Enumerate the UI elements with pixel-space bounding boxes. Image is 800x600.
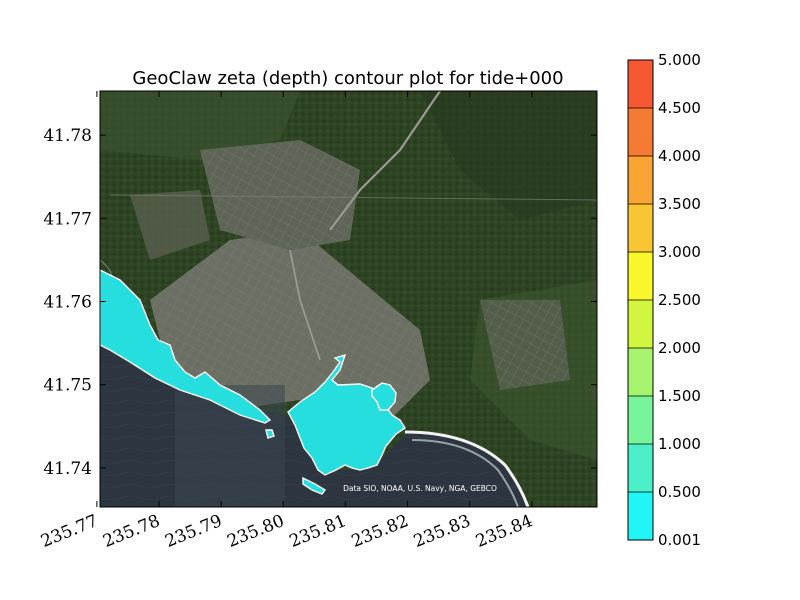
y-axis: 41.74 41.75 41.76 41.77 41.78 [43,126,597,479]
colorbar-band [628,444,653,492]
y-tick-label: 41.77 [43,209,92,229]
plot-area: Data SIO, NOAA, U.S. Navy, NGA, GEBCO [100,91,597,507]
colorbar-band [628,204,653,252]
satellite-background [100,91,597,507]
colorbar-band [628,252,653,300]
colorbar-band [628,396,653,444]
colorbar-band [628,60,653,108]
flood-region-spit [302,476,327,495]
colorbar-tick-label: 2.500 [658,291,701,309]
y-tick-label: 41.78 [43,126,92,146]
colorbar-tick-label: 5.000 [658,51,701,69]
colorbar-tick-label: 1.000 [658,435,701,453]
flooded-regions [100,269,406,495]
flood-region-islet [265,429,275,439]
colorbar-band [628,348,653,396]
map-attribution: Data SIO, NOAA, U.S. Navy, NGA, GEBCO [343,484,497,493]
colorbar-tick-label: 0.001 [658,531,701,549]
colorbar-tick-label: 2.000 [658,339,701,357]
colorbar-tick-label: 3.500 [658,195,701,213]
x-tick-label: 235.77 [38,511,101,552]
chart-title: GeoClaw zeta (depth) contour plot for ti… [132,68,563,89]
colorbar-tick-label: 3.000 [658,243,701,261]
plot-frame [99,90,598,508]
x-tick-label: 235.82 [349,511,412,552]
colorbar-band [628,156,653,204]
y-tick-label: 41.75 [43,376,92,396]
flood-region-breakwater [371,382,397,411]
colorbar-tick-label: 0.500 [658,483,701,501]
colorbar-band [628,108,653,156]
y-tick-label: 41.74 [43,459,92,479]
x-tick-label: 235.83 [411,511,474,552]
colorbar: 0.001 0.500 1.000 1.500 2.000 2.500 3.000 3.500… [627,51,701,549]
flood-region-west-coast [100,269,272,424]
colorbar-band [628,492,653,540]
colorbar-band [628,300,653,348]
colorbar-frame [627,59,654,541]
colorbar-tick-label: 4.500 [658,99,701,117]
x-tick-label: 235.81 [287,511,350,552]
colorbar-tick-label: 1.500 [658,387,701,405]
flood-region-harbor [287,353,406,476]
x-tick-label: 235.84 [473,511,536,552]
y-tick-label: 41.76 [43,292,92,312]
x-tick-label: 235.78 [100,511,163,552]
x-tick-label: 235.79 [162,511,225,552]
x-tick-label: 235.80 [224,511,287,552]
colorbar-tick-label: 4.000 [658,147,701,165]
